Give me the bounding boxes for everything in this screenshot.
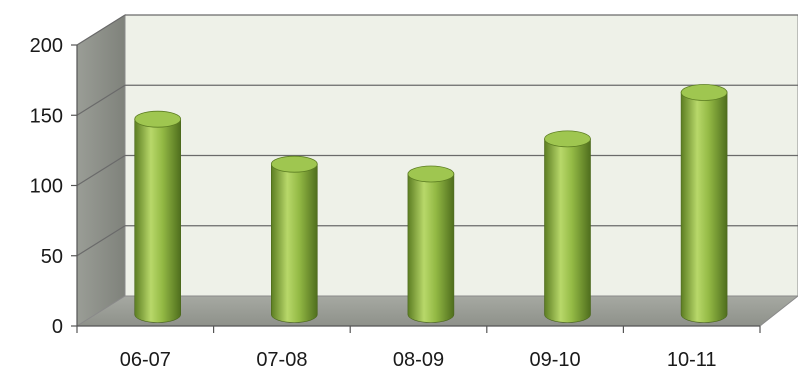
- x-tick-label: 09-10: [530, 349, 581, 371]
- x-tick-label: 06-07: [120, 349, 171, 371]
- x-axis-tick-labels: 06-07 07-08 08-09 09-10 10-11: [120, 349, 717, 371]
- bars: [134, 84, 728, 323]
- axes: [71, 44, 761, 333]
- bar-08-09: [407, 165, 455, 323]
- y-tick-label: 200: [30, 35, 63, 57]
- gridline-200: [76, 14, 798, 46]
- bar-10-11: [680, 84, 728, 323]
- x-tick-label: 10-11: [667, 349, 717, 371]
- y-tick-label: 100: [30, 176, 63, 198]
- bar-06-07: [134, 110, 182, 323]
- bar-07-08: [270, 155, 318, 323]
- gridline-150: [76, 84, 798, 116]
- y-tick-label: 50: [41, 246, 63, 268]
- x-tick-label: 07-08: [256, 349, 307, 371]
- y-tick-label: 0: [52, 316, 63, 338]
- y-axis-tick-labels: 0 50 100 150 200: [30, 35, 63, 338]
- y-tick-label: 150: [30, 105, 63, 127]
- bar-09-10: [544, 130, 591, 323]
- x-tick-label: 08-09: [393, 349, 444, 371]
